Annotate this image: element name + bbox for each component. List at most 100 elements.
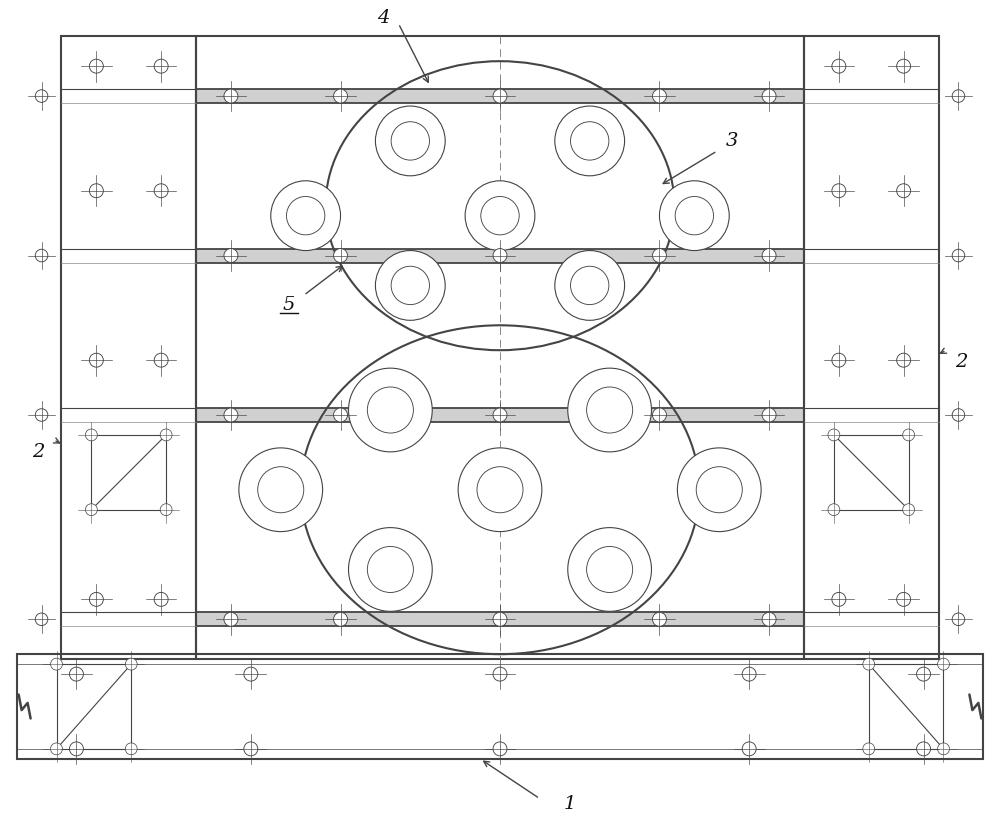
- Circle shape: [367, 387, 413, 433]
- Bar: [804, 36, 939, 659]
- Circle shape: [35, 90, 48, 102]
- Circle shape: [89, 184, 103, 198]
- Circle shape: [828, 503, 840, 516]
- Circle shape: [917, 742, 931, 756]
- Circle shape: [568, 368, 651, 452]
- Bar: [196, 249, 804, 263]
- Circle shape: [828, 429, 840, 441]
- Circle shape: [391, 122, 429, 160]
- Circle shape: [334, 612, 348, 626]
- Circle shape: [477, 466, 523, 513]
- Circle shape: [334, 249, 348, 263]
- Circle shape: [917, 667, 931, 681]
- Circle shape: [863, 658, 875, 670]
- Circle shape: [493, 249, 507, 263]
- Circle shape: [224, 408, 238, 422]
- Bar: [196, 36, 804, 659]
- Circle shape: [224, 612, 238, 626]
- Circle shape: [938, 743, 949, 755]
- Circle shape: [762, 249, 776, 263]
- Circle shape: [239, 448, 323, 531]
- Circle shape: [742, 742, 756, 756]
- Circle shape: [493, 408, 507, 422]
- Circle shape: [493, 89, 507, 103]
- Circle shape: [555, 250, 625, 321]
- Circle shape: [677, 448, 761, 531]
- Circle shape: [897, 59, 911, 73]
- Circle shape: [334, 89, 348, 103]
- Circle shape: [349, 527, 432, 611]
- Circle shape: [125, 743, 137, 755]
- Circle shape: [160, 429, 172, 441]
- Circle shape: [555, 106, 625, 176]
- Circle shape: [952, 90, 965, 102]
- Circle shape: [675, 196, 714, 235]
- Circle shape: [286, 196, 325, 235]
- Circle shape: [903, 429, 915, 441]
- Circle shape: [69, 667, 83, 681]
- Circle shape: [493, 612, 507, 626]
- Circle shape: [89, 353, 103, 368]
- Circle shape: [465, 180, 535, 250]
- Circle shape: [334, 408, 348, 422]
- Circle shape: [367, 546, 413, 592]
- Circle shape: [89, 59, 103, 73]
- Circle shape: [154, 592, 168, 606]
- Circle shape: [571, 266, 609, 305]
- Circle shape: [571, 122, 609, 160]
- Circle shape: [568, 527, 651, 611]
- Circle shape: [832, 592, 846, 606]
- Circle shape: [832, 59, 846, 73]
- Circle shape: [652, 249, 666, 263]
- Circle shape: [35, 249, 48, 262]
- Circle shape: [349, 368, 432, 452]
- Bar: [61, 36, 196, 659]
- Text: 2: 2: [32, 442, 45, 461]
- Text: 4: 4: [377, 9, 390, 27]
- Circle shape: [652, 612, 666, 626]
- Circle shape: [587, 546, 633, 592]
- Bar: [196, 89, 804, 103]
- Circle shape: [481, 196, 519, 235]
- Circle shape: [258, 466, 304, 513]
- Circle shape: [952, 409, 965, 421]
- Circle shape: [897, 353, 911, 368]
- Circle shape: [51, 743, 62, 755]
- Circle shape: [224, 249, 238, 263]
- Circle shape: [897, 184, 911, 198]
- Circle shape: [271, 180, 341, 250]
- Circle shape: [375, 106, 445, 176]
- Text: 2: 2: [955, 353, 968, 371]
- Circle shape: [69, 742, 83, 756]
- Text: 5: 5: [283, 297, 295, 315]
- Circle shape: [742, 667, 756, 681]
- Circle shape: [863, 743, 875, 755]
- Circle shape: [762, 89, 776, 103]
- Circle shape: [493, 667, 507, 681]
- Text: 1: 1: [564, 794, 576, 812]
- Circle shape: [832, 184, 846, 198]
- Circle shape: [160, 503, 172, 516]
- Circle shape: [391, 266, 429, 305]
- Circle shape: [587, 387, 633, 433]
- Circle shape: [125, 658, 137, 670]
- Circle shape: [832, 353, 846, 368]
- Circle shape: [897, 592, 911, 606]
- Bar: [196, 408, 804, 422]
- Circle shape: [938, 658, 949, 670]
- Circle shape: [85, 503, 97, 516]
- Circle shape: [35, 613, 48, 625]
- Circle shape: [652, 408, 666, 422]
- Circle shape: [85, 429, 97, 441]
- Text: 3: 3: [726, 132, 738, 150]
- Circle shape: [952, 249, 965, 262]
- Circle shape: [154, 353, 168, 368]
- Circle shape: [952, 613, 965, 625]
- Circle shape: [35, 409, 48, 421]
- Circle shape: [89, 592, 103, 606]
- Circle shape: [154, 184, 168, 198]
- Circle shape: [493, 742, 507, 756]
- Circle shape: [903, 503, 915, 516]
- Bar: [17, 654, 983, 759]
- Circle shape: [154, 59, 168, 73]
